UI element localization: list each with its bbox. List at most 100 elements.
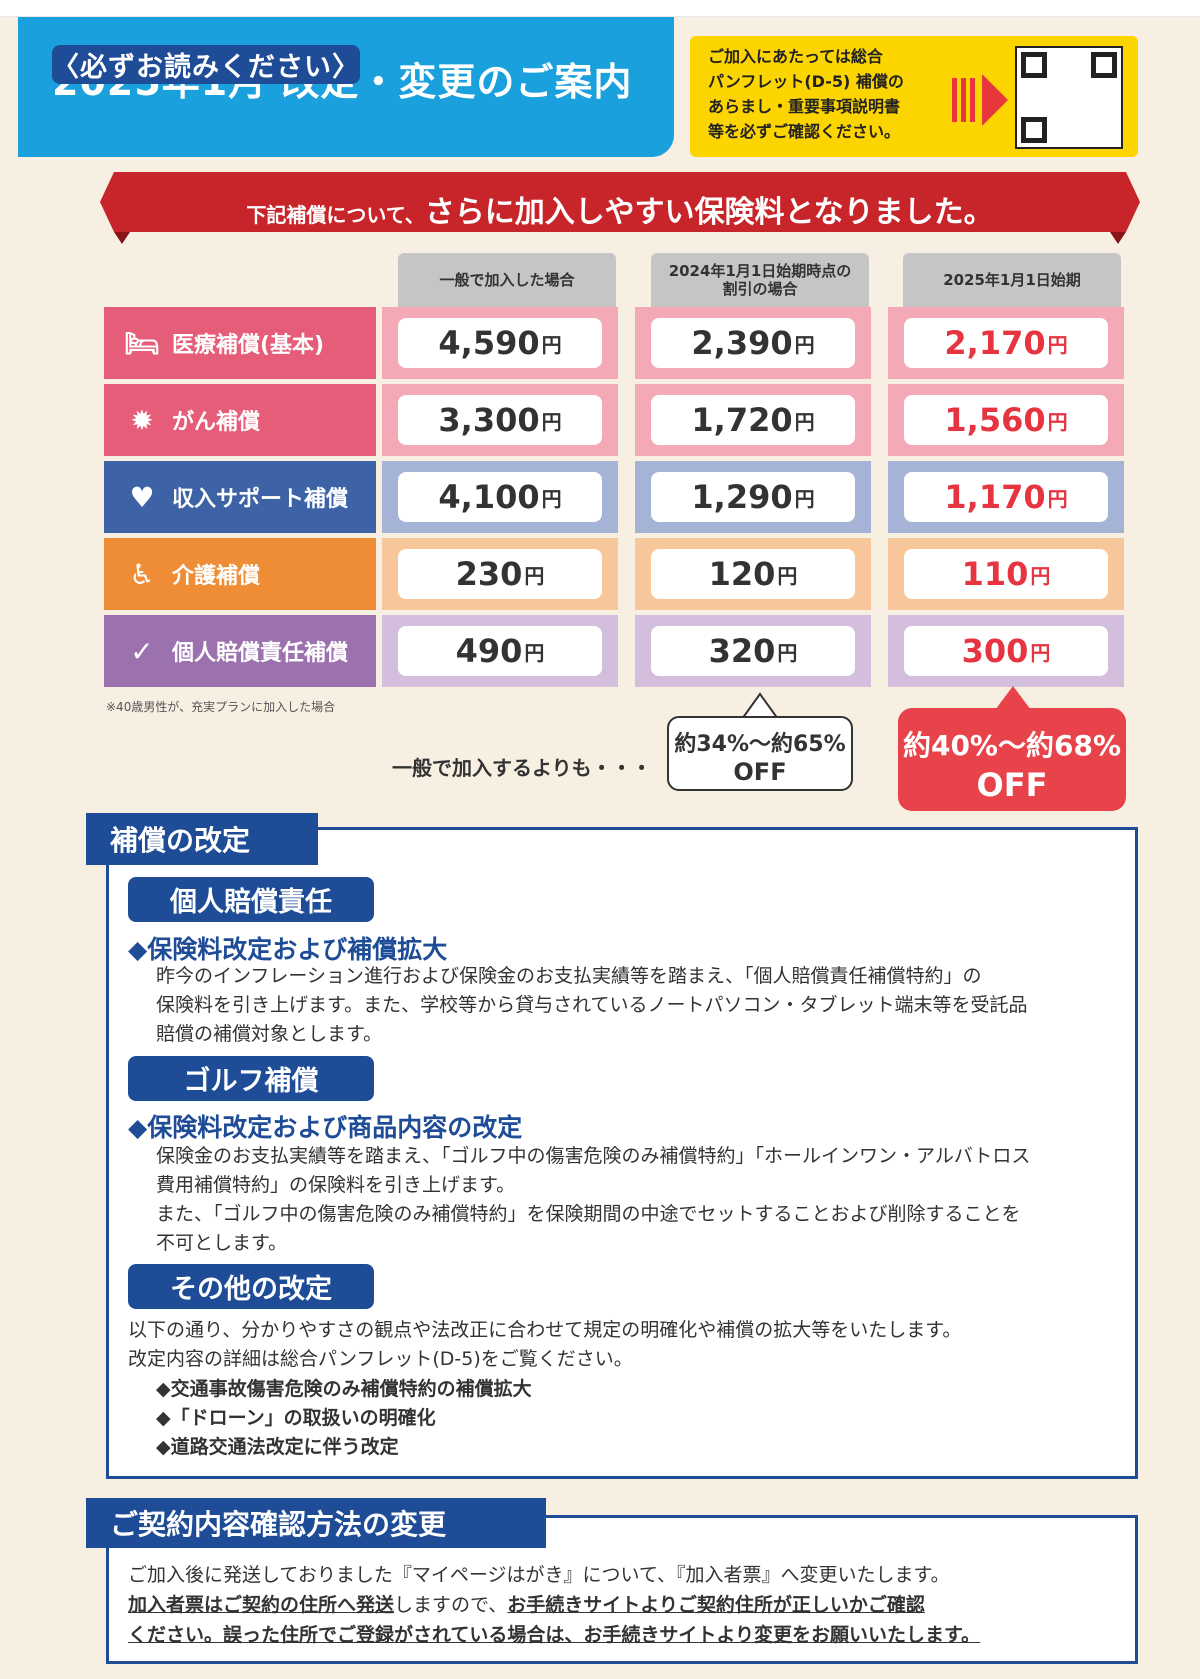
price-unit: 円 [777,563,798,588]
price-value: 120 [708,555,776,593]
section-body: 以下の通り、分かりやすさの観点や法改正に合わせて規定の明確化や補償の拡大等をいた… [128,1316,961,1374]
row-label: ♥ 収入サポート補償 [104,461,376,533]
price-cell: 320 円 [651,626,855,676]
row-label: ✹ がん補償 [104,384,376,456]
price-cell: 1,560 円 [904,395,1108,445]
section-tag-liability: 個人賠償責任 [128,877,374,922]
discount-2024-range: 約34%～約65% [674,732,846,757]
price-unit: 円 [777,640,798,665]
table-row: ✓ 個人賠償責任補償 490 円 320 円 300 円 [104,615,1139,687]
wheelchair-icon: ♿ [129,557,155,591]
revisions-box [106,827,1138,1479]
shield-check-icon: ✓ [130,634,154,668]
hand-heart-icon: ♥ [129,480,155,514]
arrow-right-icon [982,74,1008,126]
price-value: 2,170 [944,324,1046,362]
price-unit: 円 [1030,563,1051,588]
column-header-2025: 2025年1月1日始期 [903,253,1121,307]
price-unit: 円 [1030,640,1051,665]
price-value: 1,560 [944,401,1046,439]
price-unit: 円 [1047,332,1068,357]
page-header: 〈必ずお読みください〉 2025年1月 改定・変更のご案内 [18,17,674,157]
row-label-text: 医療補償(基本) [172,333,325,358]
body-line: 不可とします。 [156,1232,288,1254]
underline-text: 加入者票はご契約の住所へ発送 [128,1594,395,1616]
row-label-text: 介護補償 [172,564,261,589]
body-line: 賠償の補償対象とします。 [156,1023,383,1045]
price-cell: 3,300 円 [398,395,602,445]
row-label-text: 個人賠償責任補償 [172,641,349,666]
row-label: ✓ 個人賠償責任補償 [104,615,376,687]
list-item: ◆道路交通法改定に伴う改定 [156,1436,399,1458]
price-value: 1,720 [691,401,793,439]
price-value: 490 [455,632,523,670]
price-unit: 円 [794,332,815,357]
price-cell: 1,290 円 [651,472,855,522]
top-edge [0,0,1200,17]
contract-line: 加入者票はご契約の住所へ発送しますので、お手続きサイトよりご契約住所が正しいかご… [128,1590,980,1620]
notice-line: ご加入にあたっては総合 [708,47,883,66]
price-unit: 円 [541,409,562,434]
price-cell: 490 円 [398,626,602,676]
column-label: 2024年1月1日始期時点の [668,262,852,280]
section-heading: ◆保険料改定および商品内容の改定 [128,1113,523,1142]
price-unit: 円 [1047,486,1068,511]
banner-prefix: 下記補償について、 [246,203,425,227]
price-cell: 1,170 円 [904,472,1108,522]
price-cell: 230 円 [398,549,602,599]
underline-text: ください。誤った住所でご登録がされている場合は、お手続きサイトより変更をお願いい… [128,1624,981,1646]
body-line: 費用補償特約」の保険料を引き上げます。 [156,1174,516,1196]
row-label: ♿ 介護補償 [104,538,376,610]
body-line: 保険金のお支払実績等を踏まえ、「ゴルフ中の傷害危険のみ補償特約」「ホールインワン… [156,1145,1031,1167]
price-cell: 2,390 円 [651,318,855,368]
arrow-bars-icon [952,78,979,126]
section-body: 昨今のインフレーション進行および保険金のお支払実績等を踏まえ、「個人賠償責任補償… [156,962,1028,1049]
price-unit: 円 [794,409,815,434]
section-body: 保険金のお支払実績等を踏まえ、「ゴルフ中の傷害危険のみ補償特約」「ホールインワン… [156,1142,1030,1258]
price-unit: 円 [1047,409,1068,434]
price-unit: 円 [541,486,562,511]
contract-line: ください。誤った住所でご登録がされている場合は、お手続きサイトより変更をお願いい… [128,1620,980,1650]
discount-2025-off: OFF [976,766,1048,804]
price-cell: 120 円 [651,549,855,599]
notice-line: パンフレット(D-5) 補償の [708,72,904,91]
comparison-lead: 一般で加入するよりも・・・ [392,756,652,780]
body-line: 保険料を引き上げます。また、学校等から貸与されているノートパソコン・タブレット端… [156,994,1028,1016]
banner-main: さらに加入しやすい保険料となりました。 [424,195,994,230]
list-item: ◆「ドローン」の取扱いの明確化 [156,1407,436,1429]
table-footnote: ※40歳男性が、充実プランに加入した場合 [106,700,336,714]
price-unit: 円 [524,640,545,665]
notice-line: 等を必ずご確認ください。 [708,122,901,141]
other-items-list: ◆交通事故傷害危険のみ補償特約の補償拡大 ◆「ドローン」の取扱いの明確化 ◆道路… [156,1375,532,1462]
column-header-general: 一般で加入した場合 [398,253,616,307]
body-line: また、「ゴルフ中の傷害危険のみ補償特約」を保険期間の中途でセットすることおよび削… [156,1203,1021,1225]
price-value: 2,390 [691,324,793,362]
body-line: 昨今のインフレーション進行および保険金のお支払実績等を踏まえ、「個人賠償責任補償… [156,965,982,987]
price-unit: 円 [794,486,815,511]
plain-text: しますので、 [394,1594,508,1616]
list-item: ◆交通事故傷害危険のみ補償特約の補償拡大 [156,1378,532,1400]
discount-2024-bubble: 約34%～約65% OFF [667,716,853,791]
section-tag-other: その他の改定 [128,1264,374,1309]
body-line: 以下の通り、分かりやすさの観点や法改正に合わせて規定の明確化や補償の拡大等をいた… [128,1319,962,1341]
cancer-icon: ✹ [130,403,154,437]
price-value: 1,290 [691,478,793,516]
price-cell: 4,100 円 [398,472,602,522]
bubble-pointer [995,686,1031,710]
banner: 下記補償について、さらに加入しやすい保険料となりました。 [100,172,1140,244]
notice-text: ご加入にあたっては総合 パンフレット(D-5) 補償の あらまし・重要事項説明書… [708,44,958,144]
price-cell: 300 円 [904,626,1108,676]
notice-box: ご加入にあたっては総合 パンフレット(D-5) 補償の あらまし・重要事項説明書… [690,36,1138,157]
header-subtitle: 〈必ずお読みください〉 [52,45,360,84]
row-label: 🛏 医療補償(基本) [104,307,376,379]
price-value: 110 [961,555,1029,593]
contract-line: ご加入後に発送しておりました『マイページはがき』について、『加入者票』へ変更いた… [128,1564,950,1586]
underline-text: お手続きサイトよりご契約住所が正しいかご確認 [507,1594,925,1616]
column-label: 一般で加入した場合 [439,271,575,289]
column-header-2024: 2024年1月1日始期時点の 割引の場合 [651,253,869,307]
notice-line: あらまし・重要事項説明書 [708,97,901,116]
section-tag-golf: ゴルフ補償 [128,1056,374,1101]
banner-ribbon [100,172,1140,244]
qr-code-icon[interactable] [1015,46,1123,149]
section-heading: ◆保険料改定および補償拡大 [128,935,448,964]
